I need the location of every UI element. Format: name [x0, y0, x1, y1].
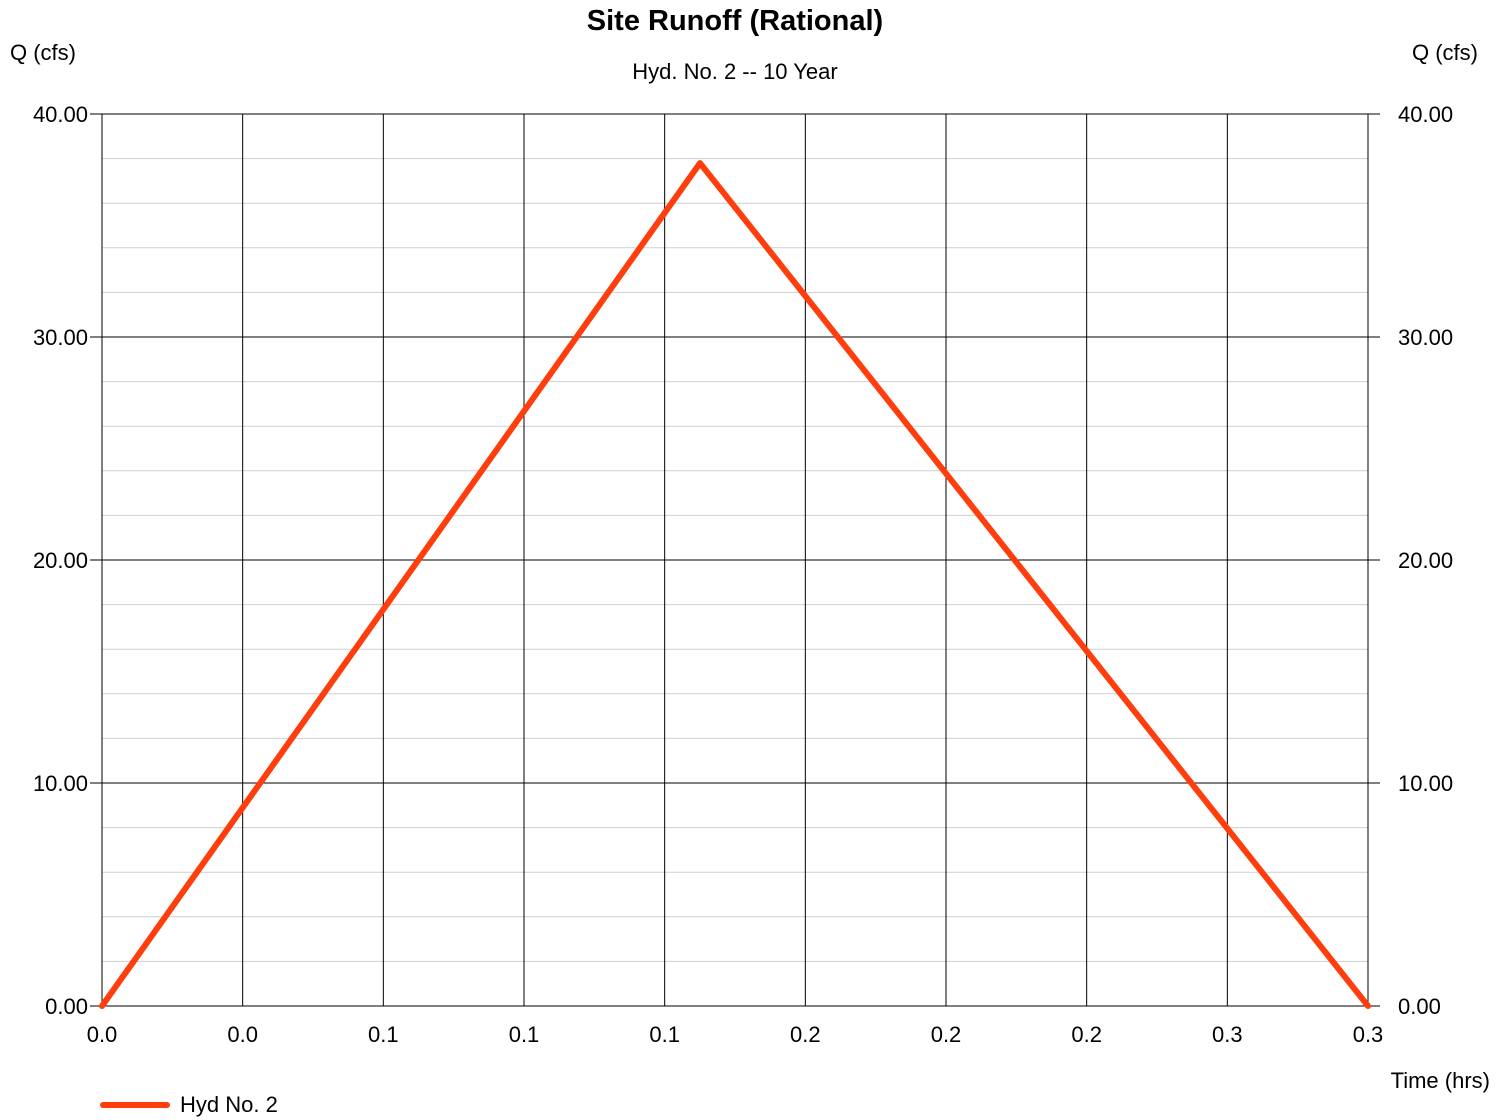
x-tick-label: 0.2 — [931, 1022, 962, 1047]
series-line-hyd-no-2 — [99, 160, 1371, 1009]
y-tick-label-left: 40.00 — [33, 102, 88, 127]
y-axis-label-right: Q (cfs) — [1412, 40, 1478, 65]
y-tick-label-right: 40.00 — [1398, 102, 1453, 127]
y-tick-label-right: 0.00 — [1398, 994, 1441, 1019]
y-tick-label-left: 0.00 — [45, 994, 88, 1019]
y-tick-label-right: 30.00 — [1398, 325, 1453, 350]
x-tick-label: 0.1 — [509, 1022, 540, 1047]
chart-title: Site Runoff (Rational) — [586, 5, 884, 37]
y-tick-label-left: 10.00 — [33, 771, 88, 796]
x-tick-label: 0.2 — [1071, 1022, 1102, 1047]
x-tick-label: 0.0 — [227, 1022, 258, 1047]
x-axis-label: Time (hrs) — [1390, 1068, 1490, 1093]
legend-label: Hyd No. 2 — [180, 1092, 278, 1117]
legend: Hyd No. 2 — [100, 1090, 278, 1120]
chart-subtitle: Hyd. No. 2 -- 10 Year — [632, 59, 838, 84]
legend-swatch — [100, 1102, 170, 1108]
x-tick-label: 0.3 — [1212, 1022, 1243, 1047]
y-tick-label-right: 20.00 — [1398, 548, 1453, 573]
y-tick-label-left: 30.00 — [33, 325, 88, 350]
x-tick-label: 0.2 — [790, 1022, 821, 1047]
y-tick-label-left: 20.00 — [33, 548, 88, 573]
x-tick-label: 0.1 — [649, 1022, 680, 1047]
y-tick-label-right: 10.00 — [1398, 771, 1453, 796]
x-tick-label: 0.1 — [368, 1022, 399, 1047]
x-tick-label: 0.0 — [87, 1022, 118, 1047]
y-axis-label-left: Q (cfs) — [10, 40, 76, 65]
x-tick-label: 0.3 — [1353, 1022, 1384, 1047]
